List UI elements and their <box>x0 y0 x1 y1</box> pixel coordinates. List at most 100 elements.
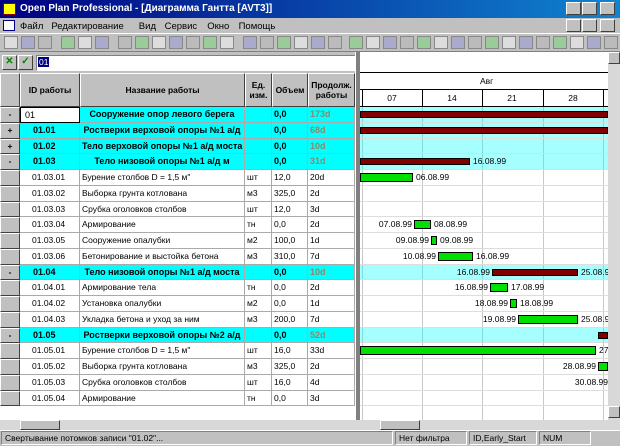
task-bar[interactable] <box>598 362 608 371</box>
toolbar-button[interactable] <box>277 36 291 49</box>
row-header[interactable]: + <box>0 138 20 155</box>
cell-duration[interactable]: 10d <box>308 264 355 281</box>
cell-id[interactable]: 01.04 <box>20 264 80 281</box>
cell-id[interactable]: 01.03.05 <box>20 233 80 249</box>
maximize-button[interactable] <box>582 2 597 15</box>
row-header[interactable]: - <box>0 264 20 281</box>
cell-id[interactable]: 01.01 <box>20 122 80 139</box>
task-bar[interactable] <box>438 251 473 261</box>
toolbar-button[interactable] <box>152 36 166 49</box>
doc-minimize-button[interactable] <box>566 19 581 32</box>
toolbar-button[interactable] <box>169 36 183 49</box>
cell-unit[interactable]: тн <box>245 280 272 296</box>
toolbar-button[interactable] <box>604 36 618 49</box>
cell-duration[interactable]: 2d <box>308 280 355 296</box>
cell-name[interactable]: Тело верховой опоры №1 а/д моста <box>80 138 245 155</box>
cell-id[interactable]: 01.05.01 <box>20 343 80 359</box>
cell-id[interactable]: 01 <box>20 107 80 123</box>
cell-duration[interactable]: 173d <box>308 107 355 123</box>
cell-volume[interactable]: 16,0 <box>272 374 308 391</box>
cell-unit[interactable] <box>245 264 272 281</box>
cell-duration[interactable]: 4d <box>308 374 355 391</box>
cell-name[interactable]: Бетонирование и выстойка бетона <box>80 248 245 265</box>
cell-id[interactable]: 01.03 <box>20 154 80 170</box>
toolbar-button[interactable] <box>366 36 380 49</box>
task-bar[interactable] <box>414 220 431 230</box>
cell-duration[interactable]: 3d <box>308 390 355 407</box>
scroll-up[interactable] <box>608 52 620 64</box>
toolbar-button[interactable] <box>21 36 35 49</box>
cell-unit[interactable]: м3 <box>245 311 272 328</box>
menu-item[interactable]: Окно <box>207 21 230 32</box>
toolbar-button[interactable] <box>349 36 363 49</box>
scroll-thumb[interactable] <box>20 420 60 430</box>
cell-unit[interactable] <box>245 122 272 139</box>
cell-unit[interactable]: м3 <box>245 359 272 375</box>
cell-name[interactable]: Армирование <box>80 390 245 407</box>
cell-name[interactable]: Выборка грунта котлована <box>80 359 245 375</box>
menu-item[interactable]: Вид <box>138 21 156 32</box>
summary-bar[interactable] <box>360 158 470 166</box>
row-header[interactable]: - <box>0 107 20 123</box>
cell-id[interactable]: 01.04.03 <box>20 311 80 328</box>
cell-unit[interactable] <box>245 327 272 344</box>
task-bar[interactable] <box>431 236 437 245</box>
cell-unit[interactable] <box>245 107 272 123</box>
cell-id[interactable]: 01.04.02 <box>20 296 80 312</box>
menu-item[interactable]: Помощь <box>238 21 276 32</box>
column-header[interactable]: Продолж. работы <box>308 73 355 107</box>
cell-id[interactable]: 01.03.03 <box>20 201 80 218</box>
task-bar[interactable] <box>518 314 578 324</box>
menu-item[interactable]: Редактирование <box>51 21 124 32</box>
doc-restore-button[interactable] <box>582 19 597 32</box>
summary-bar[interactable] <box>598 331 608 339</box>
toolbar-button[interactable] <box>417 36 431 49</box>
toolbar-button[interactable] <box>587 36 601 49</box>
column-header[interactable]: Название работы <box>80 73 245 107</box>
cell-name[interactable]: Тело низовой опоры №1 а/д м <box>80 154 245 170</box>
cell-id[interactable]: 01.05.04 <box>20 390 80 407</box>
cell-id[interactable]: 01.03.01 <box>20 170 80 186</box>
cell-volume[interactable]: 0,0 <box>272 390 308 407</box>
cell-unit[interactable]: шт <box>245 343 272 359</box>
cell-volume[interactable]: 200,0 <box>272 311 308 328</box>
cell-volume[interactable]: 0,0 <box>272 122 308 139</box>
cell-name[interactable]: Тело низовой опоры №1 а/д моста <box>80 264 245 281</box>
scroll-down[interactable] <box>608 406 620 418</box>
cell-volume[interactable]: 12,0 <box>272 201 308 218</box>
toolbar-button[interactable] <box>186 36 200 49</box>
cell-id[interactable]: 01.05 <box>20 327 80 344</box>
cell-name[interactable]: Бурение столбов D = 1,5 м" <box>80 170 245 186</box>
toolbar-button[interactable] <box>118 36 132 49</box>
toolbar-button[interactable] <box>400 36 414 49</box>
column-header[interactable]: Ед. изм. <box>245 73 272 107</box>
row-header[interactable]: + <box>0 122 20 139</box>
cell-duration[interactable]: 1d <box>308 296 355 312</box>
summary-bar[interactable] <box>360 126 608 134</box>
cell-volume[interactable]: 0,0 <box>272 154 308 170</box>
cell-id[interactable]: 01.04.01 <box>20 280 80 296</box>
cell-volume[interactable]: 12,0 <box>272 170 308 186</box>
cell-duration[interactable]: 68d <box>308 122 355 139</box>
cell-id[interactable]: 01.05.02 <box>20 359 80 375</box>
cell-id[interactable]: 01.03.06 <box>20 248 80 265</box>
cell-name[interactable]: Срубка оголовков столбов <box>80 374 245 391</box>
cell-id[interactable]: 01.03.02 <box>20 185 80 202</box>
cancel-button[interactable]: ✕ <box>2 55 17 70</box>
task-bar[interactable] <box>360 173 413 182</box>
toolbar-button[interactable] <box>38 36 52 49</box>
toolbar-button[interactable] <box>519 36 533 49</box>
cell-duration[interactable]: 2d <box>308 359 355 375</box>
cell-name[interactable]: Армирование <box>80 217 245 233</box>
toolbar-button[interactable] <box>485 36 499 49</box>
cell-name[interactable]: Сооружение опалубки <box>80 233 245 249</box>
toolbar-button[interactable] <box>570 36 584 49</box>
cell-volume[interactable]: 0,0 <box>272 264 308 281</box>
column-header[interactable]: ID работы <box>20 73 80 107</box>
confirm-button[interactable]: ✓ <box>18 55 33 70</box>
toolbar-button[interactable] <box>434 36 448 49</box>
cell-name[interactable]: Бурение столбов D = 1,5 м" <box>80 343 245 359</box>
toolbar-button[interactable] <box>383 36 397 49</box>
cell-volume[interactable]: 100,0 <box>272 233 308 249</box>
cell-name[interactable]: Укладка бетона и уход за ним <box>80 311 245 328</box>
